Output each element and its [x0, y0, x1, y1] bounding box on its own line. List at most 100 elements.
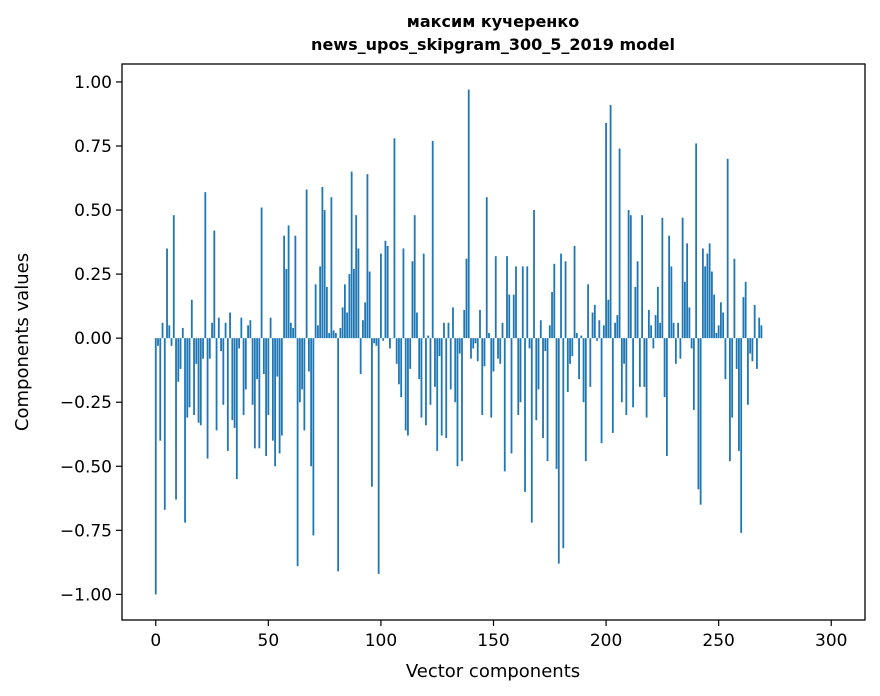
- bar-155: [503, 338, 506, 472]
- bar-209: [625, 338, 628, 416]
- bar-29: [220, 338, 222, 351]
- y-tick-label: 0.25: [74, 265, 112, 285]
- bar-86: [348, 274, 351, 339]
- bar-258: [735, 338, 738, 369]
- bar-224: [659, 322, 662, 339]
- bar-191: [584, 338, 587, 462]
- bar-170: [537, 338, 540, 390]
- bar-165: [526, 266, 529, 339]
- bar-244: [704, 266, 707, 339]
- bar-93: [364, 302, 367, 339]
- y-tick-label: 1.00: [74, 73, 112, 93]
- bar-162: [519, 338, 522, 403]
- bar-17: [193, 338, 195, 416]
- bar-3: [161, 322, 164, 339]
- bar-102: [384, 240, 387, 339]
- bar-21: [202, 338, 204, 359]
- bar-168: [533, 210, 535, 339]
- bar-207: [620, 338, 623, 403]
- bar-161: [517, 338, 520, 416]
- bar-64: [298, 338, 301, 403]
- bar-9: [175, 338, 177, 500]
- bar-201: [607, 299, 610, 339]
- bar-243: [701, 248, 704, 339]
- bar-221: [652, 338, 655, 349]
- bar-239: [692, 338, 695, 410]
- bar-188: [578, 338, 580, 380]
- bar-226: [663, 338, 666, 398]
- bar-36: [235, 338, 238, 480]
- bar-215: [638, 338, 641, 387]
- bar-158: [510, 338, 513, 454]
- bar-192: [587, 284, 589, 339]
- bar-109: [400, 338, 403, 398]
- bar-32: [226, 338, 229, 451]
- bar-10: [177, 338, 180, 382]
- x-tick-label: 0: [150, 631, 161, 651]
- bar-227: [665, 338, 668, 457]
- bar-119: [422, 253, 425, 339]
- x-axis-ticks: 0 50 100 150 200 250 300: [150, 620, 847, 651]
- bar-19: [197, 338, 200, 423]
- y-tick-label: −0.25: [60, 393, 112, 413]
- bar-167: [530, 338, 533, 523]
- bar-88: [353, 268, 355, 339]
- bar-54: [276, 338, 279, 377]
- bar-157: [508, 294, 511, 339]
- bar-169: [535, 338, 538, 421]
- bar-193: [589, 338, 592, 387]
- bar-58: [285, 268, 288, 339]
- y-tick-label: −0.50: [60, 457, 112, 477]
- bar-44: [253, 338, 256, 449]
- y-tick-label: 0.00: [74, 329, 112, 349]
- bar-183: [566, 338, 569, 392]
- bar-255: [729, 338, 731, 462]
- bar-128: [443, 322, 445, 339]
- bar-94: [366, 174, 369, 339]
- bar-257: [733, 258, 736, 339]
- bar-251: [720, 302, 722, 339]
- bar-256: [731, 338, 734, 418]
- bar-178: [555, 338, 558, 469]
- bar-15: [188, 338, 191, 408]
- bar-265: [751, 338, 754, 362]
- bar-120: [425, 338, 427, 426]
- bar-184: [569, 338, 571, 364]
- bar-1: [157, 338, 159, 346]
- bar-46: [258, 338, 261, 449]
- bar-113: [409, 338, 412, 369]
- bar-85: [346, 312, 349, 339]
- bar-266: [753, 304, 756, 339]
- bar-137: [463, 309, 466, 339]
- bar-14: [186, 338, 189, 418]
- y-tick-label: −1.00: [60, 585, 112, 605]
- bar-205: [616, 315, 619, 339]
- bar-77: [328, 333, 331, 339]
- bar-87: [350, 171, 353, 339]
- bar-253: [724, 338, 727, 380]
- bar-149: [490, 338, 493, 418]
- bar-163: [521, 266, 524, 339]
- bar-25: [211, 322, 213, 339]
- bar-190: [582, 338, 585, 403]
- bar-43: [251, 338, 254, 405]
- chart-title-line-2: news_upos_skipgram_300_5_2019 model: [311, 35, 675, 54]
- x-tick-label: 200: [590, 631, 622, 651]
- bar-11: [179, 338, 182, 369]
- bar-104: [389, 338, 391, 349]
- bar-69: [310, 338, 313, 467]
- bar-8: [172, 215, 175, 339]
- bar-234: [681, 217, 684, 339]
- bar-40: [244, 338, 247, 390]
- bar-138: [465, 258, 468, 339]
- bar-198: [600, 338, 603, 444]
- bar-269: [760, 325, 763, 339]
- bar-231: [674, 338, 677, 364]
- bar-171: [539, 320, 542, 339]
- y-tick-label: −0.75: [60, 521, 112, 541]
- x-tick-label: 150: [477, 631, 509, 651]
- bar-62: [294, 235, 297, 339]
- bar-225: [661, 217, 664, 339]
- bar-5: [166, 248, 168, 339]
- bar-79: [332, 330, 335, 339]
